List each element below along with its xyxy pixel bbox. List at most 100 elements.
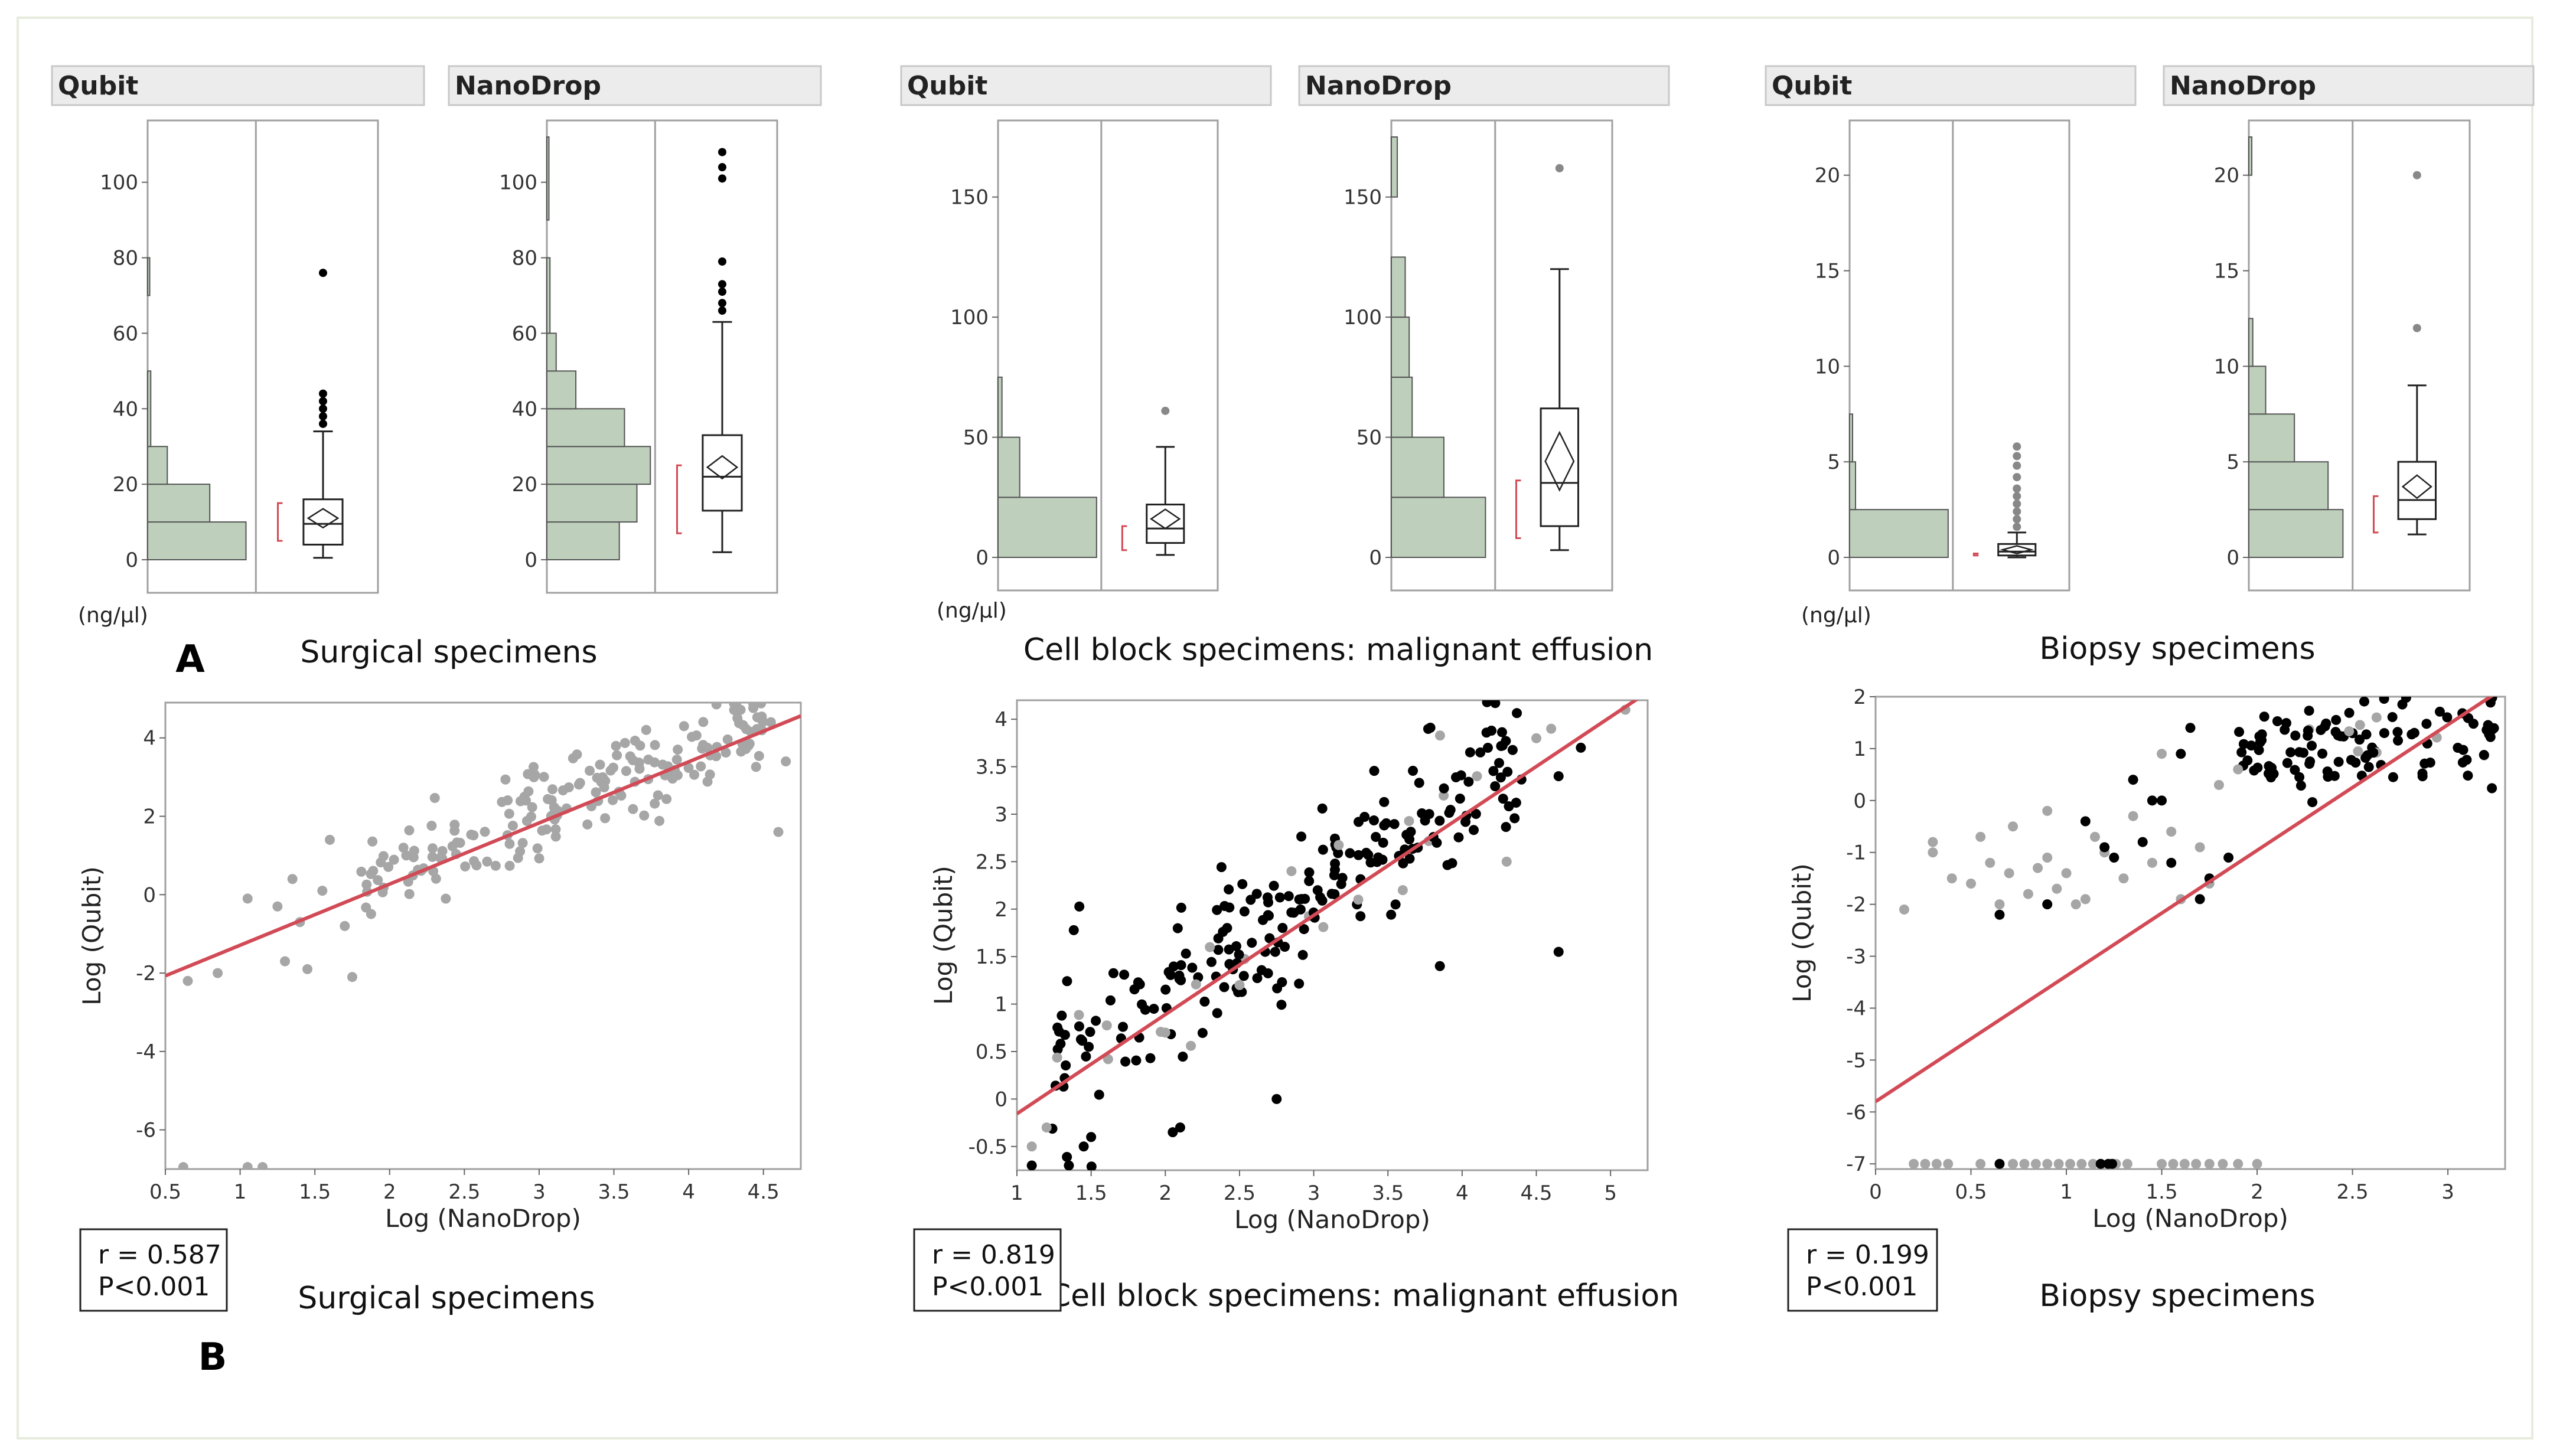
data-point (2176, 749, 2186, 759)
data-point (2233, 764, 2244, 775)
data-point (2417, 768, 2428, 779)
panel-A-surgical-qubit: Qubit 0 20 40 60 80 100 (51, 65, 425, 594)
data-point (1576, 742, 1586, 753)
data-point (2350, 758, 2361, 768)
data-point (1417, 808, 1427, 818)
histogram-bar (546, 136, 550, 221)
box-iqr (1540, 407, 1580, 527)
data-point (1077, 1036, 1088, 1046)
data-point (702, 776, 713, 787)
data-point (2179, 1158, 2190, 1169)
box-iqr (302, 498, 344, 546)
y-tick-label: 100 (100, 171, 138, 195)
data-point (404, 825, 415, 835)
panel-header (900, 65, 1272, 106)
data-point (2042, 853, 2053, 863)
data-point (2442, 712, 2453, 723)
y-tick-label: 80 (512, 247, 537, 270)
data-point (2401, 697, 2411, 703)
data-point (1369, 815, 1380, 826)
data-point (1463, 776, 1474, 787)
data-point (1434, 961, 1445, 971)
data-point (2122, 1158, 2132, 1169)
data-point (347, 972, 357, 982)
data-point (2033, 863, 2043, 873)
x-tick-label: 2.5 (2337, 1180, 2369, 1204)
data-point (2255, 737, 2265, 747)
x-tick-label: 2 (1159, 1181, 1172, 1205)
data-point (1026, 1160, 1037, 1170)
data-point (2361, 729, 2372, 740)
data-point (649, 757, 660, 768)
data-point (698, 740, 709, 750)
data-point (541, 824, 552, 835)
data-point (758, 717, 768, 727)
panel-header-label: NanoDrop (455, 71, 601, 101)
outlier-point (318, 397, 327, 406)
outlier-point (318, 412, 327, 421)
mean-diamond (1544, 430, 1575, 492)
data-point (1966, 878, 1977, 889)
outlier-point (318, 419, 327, 428)
data-point (2379, 697, 2389, 704)
y-tick-label: 20 (512, 473, 537, 497)
data-point (1465, 747, 1475, 758)
data-point (2259, 711, 2269, 722)
data-point (1224, 959, 1235, 969)
panel-label-b: B (198, 1336, 227, 1379)
data-point (2363, 762, 2374, 772)
data-point (1074, 901, 1085, 912)
data-point (427, 851, 438, 862)
panel-A-surgical-nanodrop: NanoDrop 0 20 40 60 80 100 (448, 65, 822, 594)
data-point (711, 703, 722, 710)
data-point (2355, 720, 2365, 730)
x-tick-label: 3 (2441, 1180, 2454, 1204)
outlier-point (2013, 461, 2021, 470)
data-point (585, 765, 595, 776)
data-point (600, 813, 611, 824)
x-tick-label: 1 (2060, 1180, 2073, 1204)
data-point (1498, 794, 1508, 804)
data-point (582, 819, 593, 830)
data-point (1256, 965, 1267, 975)
data-point (2128, 811, 2138, 821)
data-point (1118, 1021, 1129, 1032)
data-point (1272, 983, 1283, 994)
data-point (2008, 821, 2019, 832)
data-point (2331, 714, 2342, 725)
data-point (1354, 817, 1364, 827)
data-point (1091, 1016, 1101, 1026)
histogram-bar (1391, 376, 1413, 438)
data-point (517, 838, 528, 848)
histogram-bar (147, 257, 151, 296)
data-point (1078, 1141, 1089, 1152)
data-point (654, 815, 665, 826)
data-point (1212, 1008, 1222, 1018)
data-point (2457, 757, 2468, 768)
y-axis-label: Log (Qubit) (1788, 863, 1817, 1003)
data-point (2388, 772, 2398, 782)
data-point (2393, 735, 2404, 746)
data-point (1105, 995, 1116, 1006)
data-point (2285, 747, 2296, 758)
data-point (515, 796, 526, 807)
data-point (756, 703, 767, 709)
stats-box (1787, 1228, 1938, 1312)
data-point (2118, 873, 2129, 884)
data-point (2233, 1158, 2244, 1169)
outlier-point (2013, 523, 2021, 531)
x-tick-label: 3.5 (1372, 1181, 1404, 1205)
data-point (1213, 933, 1224, 944)
data-point (732, 713, 743, 723)
y-tick-label: 50 (963, 426, 989, 450)
data-point (1975, 831, 1986, 842)
data-point (213, 968, 223, 978)
data-point (1468, 825, 1479, 835)
scatter-points (1899, 697, 2499, 1169)
y-tick-label: -2 (1846, 893, 1866, 917)
outlier-point (2013, 515, 2021, 524)
data-point (1041, 1122, 1052, 1133)
data-point (1909, 1158, 1919, 1169)
data-point (2468, 719, 2479, 729)
data-point (1445, 805, 1456, 815)
